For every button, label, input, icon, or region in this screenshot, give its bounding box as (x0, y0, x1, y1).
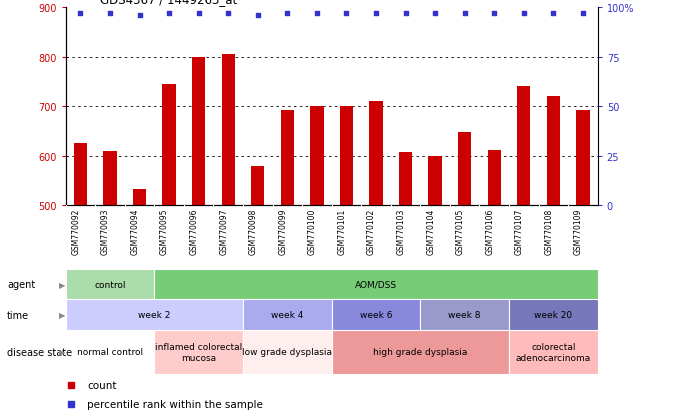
Point (400, 11, 411, 17)
Point (312, 11, 323, 17)
Bar (243, 299, 332, 330)
Bar (192, 57, 205, 206)
Text: normal control: normal control (77, 348, 143, 356)
Bar (162, 85, 176, 206)
Bar (251, 166, 265, 206)
Text: week 6: week 6 (360, 311, 392, 319)
Bar (576, 110, 589, 206)
Text: week 4: week 4 (271, 311, 303, 319)
Point (282, 11, 293, 17)
Text: GSM770094: GSM770094 (131, 208, 140, 255)
Point (252, 13, 263, 19)
Text: GSM770107: GSM770107 (515, 208, 524, 254)
Bar (66, 299, 243, 330)
Bar (332, 330, 509, 374)
Text: GSM770099: GSM770099 (278, 208, 287, 255)
Point (430, 11, 441, 17)
Text: GSM770096: GSM770096 (189, 208, 199, 255)
Text: agent: agent (7, 280, 35, 290)
Point (134, 13, 145, 19)
Point (193, 11, 205, 17)
Text: AOM/DSS: AOM/DSS (355, 280, 397, 289)
Bar (281, 110, 294, 206)
Text: week 8: week 8 (448, 311, 481, 319)
Text: colorectal
adenocarcinoma: colorectal adenocarcinoma (515, 342, 591, 362)
Point (459, 11, 470, 17)
Text: GSM770092: GSM770092 (71, 208, 80, 254)
Bar (517, 87, 531, 206)
Point (548, 11, 559, 17)
Bar (222, 55, 235, 206)
Bar (340, 107, 353, 206)
Point (578, 11, 589, 17)
Text: low grade dysplasia: low grade dysplasia (243, 348, 332, 356)
Text: GDS4367 / 1449263_at: GDS4367 / 1449263_at (100, 0, 238, 6)
Bar (104, 152, 117, 206)
Text: GSM770108: GSM770108 (545, 208, 553, 254)
Text: GSM770095: GSM770095 (160, 208, 169, 255)
Point (518, 11, 529, 17)
Text: disease state: disease state (7, 347, 72, 357)
Point (223, 11, 234, 17)
Text: GSM770093: GSM770093 (101, 208, 110, 255)
Text: GSM770103: GSM770103 (397, 208, 406, 254)
Point (341, 11, 352, 17)
Point (75, 11, 86, 17)
Text: GSM770106: GSM770106 (485, 208, 494, 254)
Bar (243, 330, 332, 374)
Text: GSM770101: GSM770101 (337, 208, 346, 254)
Point (164, 11, 175, 17)
Text: ▶: ▶ (59, 348, 65, 356)
Bar (332, 299, 420, 330)
Bar (420, 299, 509, 330)
Bar (399, 152, 413, 206)
Text: control: control (94, 280, 126, 289)
Bar (154, 270, 598, 299)
Bar (133, 190, 146, 206)
Text: GSM770109: GSM770109 (574, 208, 583, 254)
Bar (74, 144, 87, 206)
Point (489, 11, 500, 17)
Bar (428, 157, 442, 206)
Text: GSM770097: GSM770097 (219, 208, 228, 255)
Text: GSM770100: GSM770100 (308, 208, 317, 254)
Point (104, 11, 115, 17)
Bar (66, 270, 154, 299)
Text: time: time (7, 310, 29, 320)
Text: GSM770102: GSM770102 (367, 208, 376, 254)
Text: ▶: ▶ (59, 280, 65, 289)
Text: GSM770105: GSM770105 (455, 208, 464, 254)
Bar (370, 102, 383, 206)
Text: GSM770098: GSM770098 (249, 208, 258, 254)
Text: inflamed colorectal
mucosa: inflamed colorectal mucosa (155, 342, 243, 362)
Text: count: count (87, 380, 116, 390)
Text: high grade dysplasia: high grade dysplasia (373, 348, 468, 356)
Bar (154, 330, 243, 374)
Bar (458, 133, 471, 206)
Bar (66, 330, 154, 374)
Text: week 20: week 20 (534, 311, 572, 319)
Bar (547, 97, 560, 206)
Text: ▶: ▶ (59, 311, 65, 319)
Point (370, 11, 381, 17)
Text: GSM770104: GSM770104 (426, 208, 435, 254)
Bar (488, 150, 501, 206)
Bar (310, 107, 323, 206)
Bar (509, 330, 598, 374)
Text: week 2: week 2 (138, 311, 171, 319)
Bar (509, 299, 598, 330)
Text: percentile rank within the sample: percentile rank within the sample (87, 399, 263, 409)
